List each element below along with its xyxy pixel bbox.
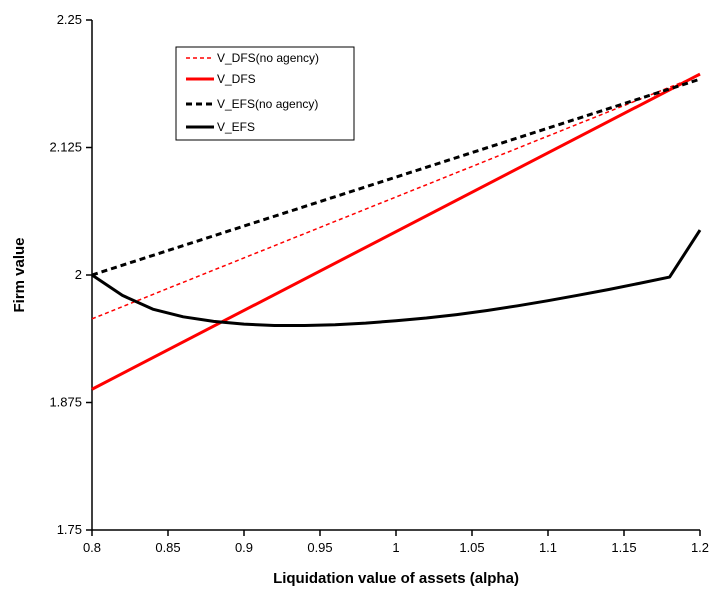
x-tick-label: 1.1 <box>539 540 557 555</box>
x-tick-label: 0.8 <box>83 540 101 555</box>
legend-label-v-efs-no-agency: V_EFS(no agency) <box>217 97 318 111</box>
x-tick-label: 1 <box>392 540 399 555</box>
legend-label-v-dfs-no-agency: V_DFS(no agency) <box>217 51 319 65</box>
y-tick-label: 2 <box>75 267 82 282</box>
ticks: 0.8 0.85 0.9 0.95 1 1.05 1.1 1.15 1.2 1.75 1.875 2 2… <box>49 12 709 555</box>
x-tick-label: 0.9 <box>235 540 253 555</box>
legend-label-v-efs: V_EFS <box>217 120 255 134</box>
x-tick-label: 0.95 <box>307 540 332 555</box>
y-tick-label: 2.25 <box>57 12 82 27</box>
x-tick-label: 1.05 <box>459 540 484 555</box>
legend-label-v-dfs: V_DFS <box>217 72 256 86</box>
y-axis-title: Firm value <box>11 237 28 312</box>
x-tick-label: 0.85 <box>155 540 180 555</box>
series-line-v-efs <box>92 230 700 325</box>
y-tick-label: 1.875 <box>49 395 82 410</box>
y-tick-label: 2.125 <box>49 140 82 155</box>
y-tick-label: 1.75 <box>57 522 82 537</box>
x-tick-label: 1.15 <box>611 540 636 555</box>
x-axis-title: Liquidation value of assets (alpha) <box>273 570 519 587</box>
x-tick-label: 1.2 <box>691 540 709 555</box>
legend: V_DFS(no agency) V_DFS V_EFS(no agency) … <box>176 47 354 140</box>
